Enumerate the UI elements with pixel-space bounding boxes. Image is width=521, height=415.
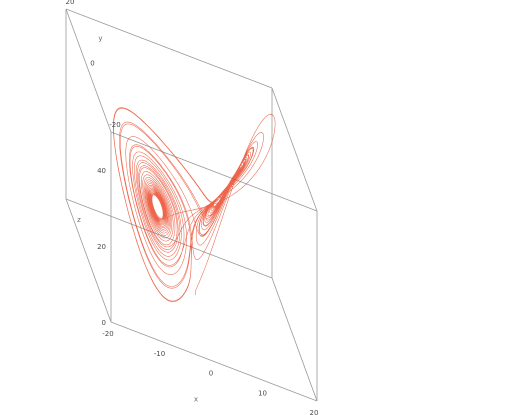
x-tick-label: 20 <box>310 409 319 415</box>
lorenz-trajectory-line <box>113 108 275 302</box>
x-tick-label: 10 <box>258 389 267 397</box>
trajectory-layer <box>113 108 275 302</box>
x-tick-label: -10 <box>154 350 165 358</box>
x-axis-label: x <box>194 396 198 404</box>
x-tick-label: -20 <box>102 330 113 338</box>
z-tick-label: 0 <box>102 319 106 327</box>
y-axis-label: y <box>98 35 102 43</box>
box-front-edges <box>111 132 317 401</box>
z-tick-label: 20 <box>97 243 106 251</box>
z-tick-label: 40 <box>97 167 106 175</box>
box-edge-7 <box>66 9 111 132</box>
x-tick-label: 0 <box>209 370 213 378</box>
y-tick-label: 20 <box>66 0 75 6</box>
box-edge-6 <box>66 9 272 88</box>
box-back-edges <box>66 9 317 322</box>
y-tick-label: -20 <box>109 121 120 129</box>
box-edge-3 <box>66 199 111 322</box>
y-tick-label: 0 <box>90 60 94 68</box>
z-axis-label: z <box>77 216 81 224</box>
box-edge-5 <box>272 88 317 211</box>
box-edge-0 <box>111 322 317 401</box>
box-edge-1 <box>272 278 317 401</box>
